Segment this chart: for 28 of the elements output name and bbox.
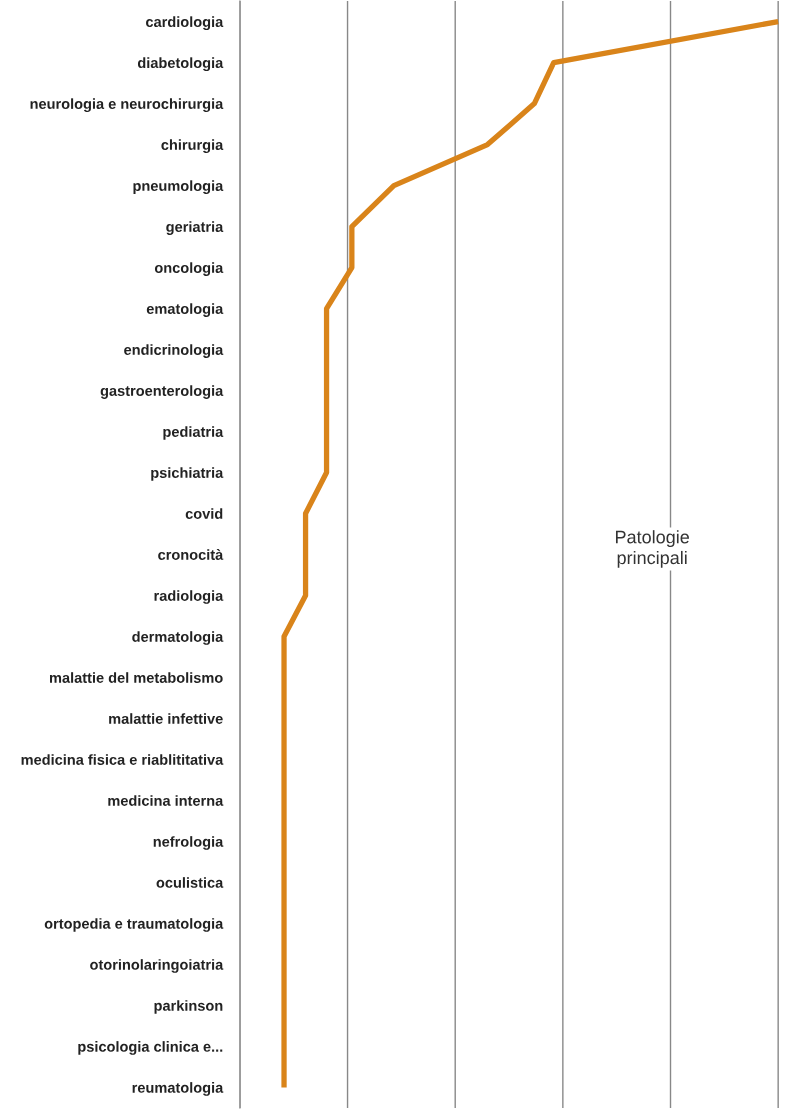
y-tick-label: dermatologia [132,631,224,645]
y-tick-label: neurologia e neurochirurgia [30,98,224,112]
y-tick-label: medicina interna [108,795,224,806]
annotation: Patologie principali [615,530,689,568]
y-tick-label: covid [185,508,223,519]
y-tick-label: endicrinologia [124,344,224,358]
y-tick-label: otorinolaringoiatria [90,959,224,973]
y-tick-label: oncologia [154,262,224,276]
y-tick-label: radiologia [154,590,224,604]
y-tick-label: cronocità [158,549,224,560]
y-tick-label: diabetologia [137,57,224,71]
y-tick-label: psicologia clinica e... [78,1041,223,1055]
y-tick-label: nefrologia [153,836,224,850]
y-tick-label: cardiologia [146,16,224,30]
y-tick-label: parkinson [154,1000,223,1014]
y-tick-label: pediatria [163,426,224,440]
y-tick-label: chirurgia [161,139,224,153]
y-tick-label: oculistica [156,877,224,888]
y-tick-label: medicina fisica e riablititativa [21,754,224,765]
y-tick-label: malattie infettive [109,713,223,724]
y-tick-label: pneumologia [133,180,224,194]
y-tick-label: geriatria [166,221,224,235]
y-tick-label: ortopedia e traumatologia [44,918,224,932]
y-tick-label: gastroenterologia [100,385,224,399]
y-tick-label: reumatologia [132,1082,224,1096]
y-tick-label: psichiatria [151,467,224,481]
y-tick-label: ematologia [146,303,224,317]
y-tick-label: malattie del metabolismo [49,672,223,683]
